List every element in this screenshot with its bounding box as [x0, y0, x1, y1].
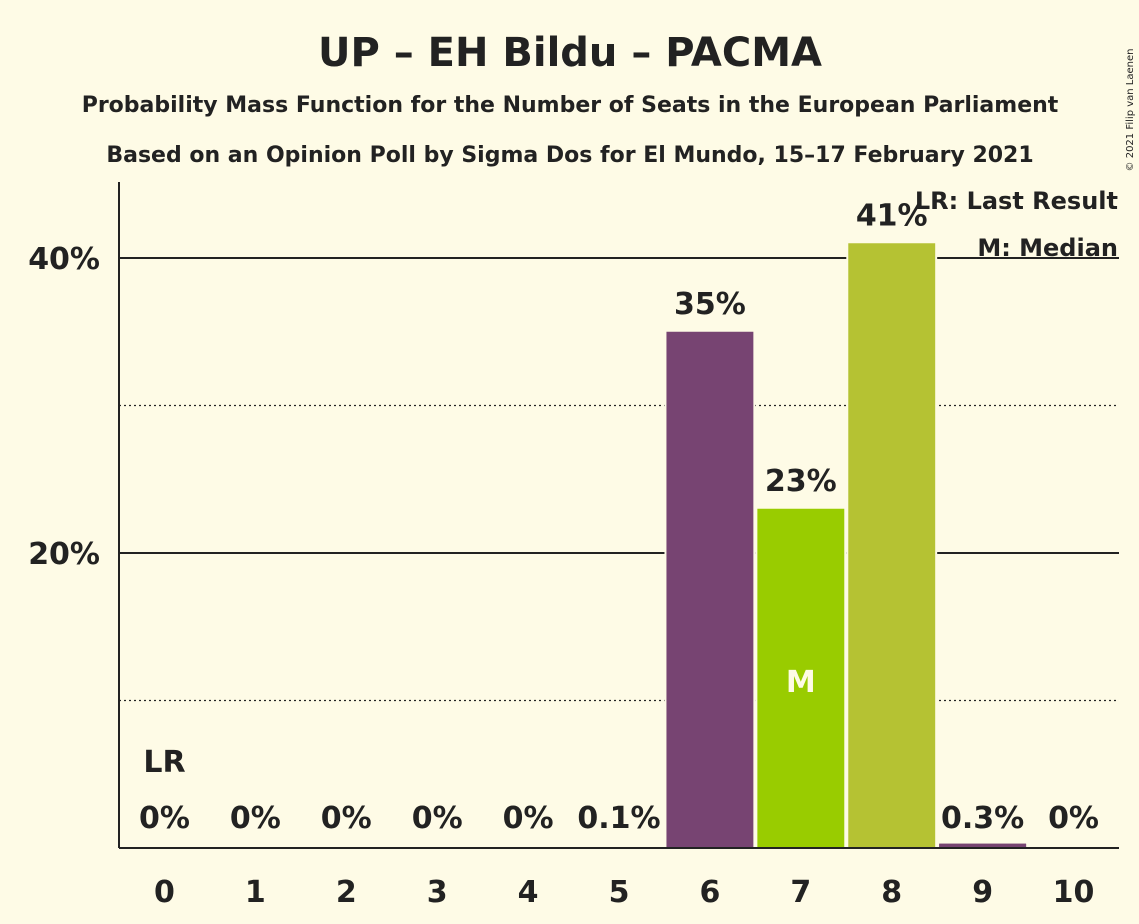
value-label: 0%: [1048, 801, 1099, 836]
x-tick-label: 5: [609, 875, 630, 910]
value-label: 41%: [856, 198, 928, 233]
x-tick-label: 8: [881, 875, 902, 910]
gridlines: [119, 257, 1119, 702]
chart-subtitle-2: Based on an Opinion Poll by Sigma Dos fo…: [106, 143, 1033, 168]
bar-seats-8: [848, 243, 936, 848]
value-label: 23%: [765, 464, 837, 499]
legend-last-result: LR: Last Result: [915, 187, 1118, 215]
x-tick-label: 6: [699, 875, 720, 910]
value-label: 0%: [230, 801, 281, 836]
value-label: 0%: [321, 801, 372, 836]
chart-subtitle-1: Probability Mass Function for the Number…: [82, 93, 1059, 118]
y-tick-label: 40%: [28, 242, 100, 277]
value-label: 35%: [674, 287, 746, 322]
value-label: 0.3%: [941, 801, 1024, 836]
labels: 20%40%0%00%10%20%30%40.1%535%623%741%80.…: [28, 198, 1099, 910]
x-tick-label: 9: [972, 875, 993, 910]
value-label: 0%: [139, 801, 190, 836]
x-tick-label: 1: [245, 875, 266, 910]
bar-seats-9-sliver: [939, 844, 1027, 848]
value-label: 0%: [503, 801, 554, 836]
last-result-marker: LR: [143, 745, 185, 780]
x-tick-label: 3: [427, 875, 448, 910]
value-label: 0%: [412, 801, 463, 836]
median-marker: M: [786, 665, 816, 700]
x-tick-label: 2: [336, 875, 357, 910]
legend-median: M: Median: [977, 234, 1118, 262]
bars: [575, 183, 1027, 848]
x-tick-label: 4: [518, 875, 539, 910]
bar-seats-7: [757, 508, 845, 848]
x-tick-label: 10: [1053, 875, 1095, 910]
chart-title: UP – EH Bildu – PACMA: [318, 30, 822, 76]
value-label: 0.1%: [577, 801, 660, 836]
bar-seats-5-sliver: [575, 844, 663, 848]
bar-seats-6: [666, 331, 754, 848]
x-tick-label: 7: [790, 875, 811, 910]
copyright-notice: © 2021 Filip van Laenen: [1125, 49, 1136, 172]
x-tick-label: 0: [154, 875, 175, 910]
y-tick-label: 20%: [28, 537, 100, 572]
